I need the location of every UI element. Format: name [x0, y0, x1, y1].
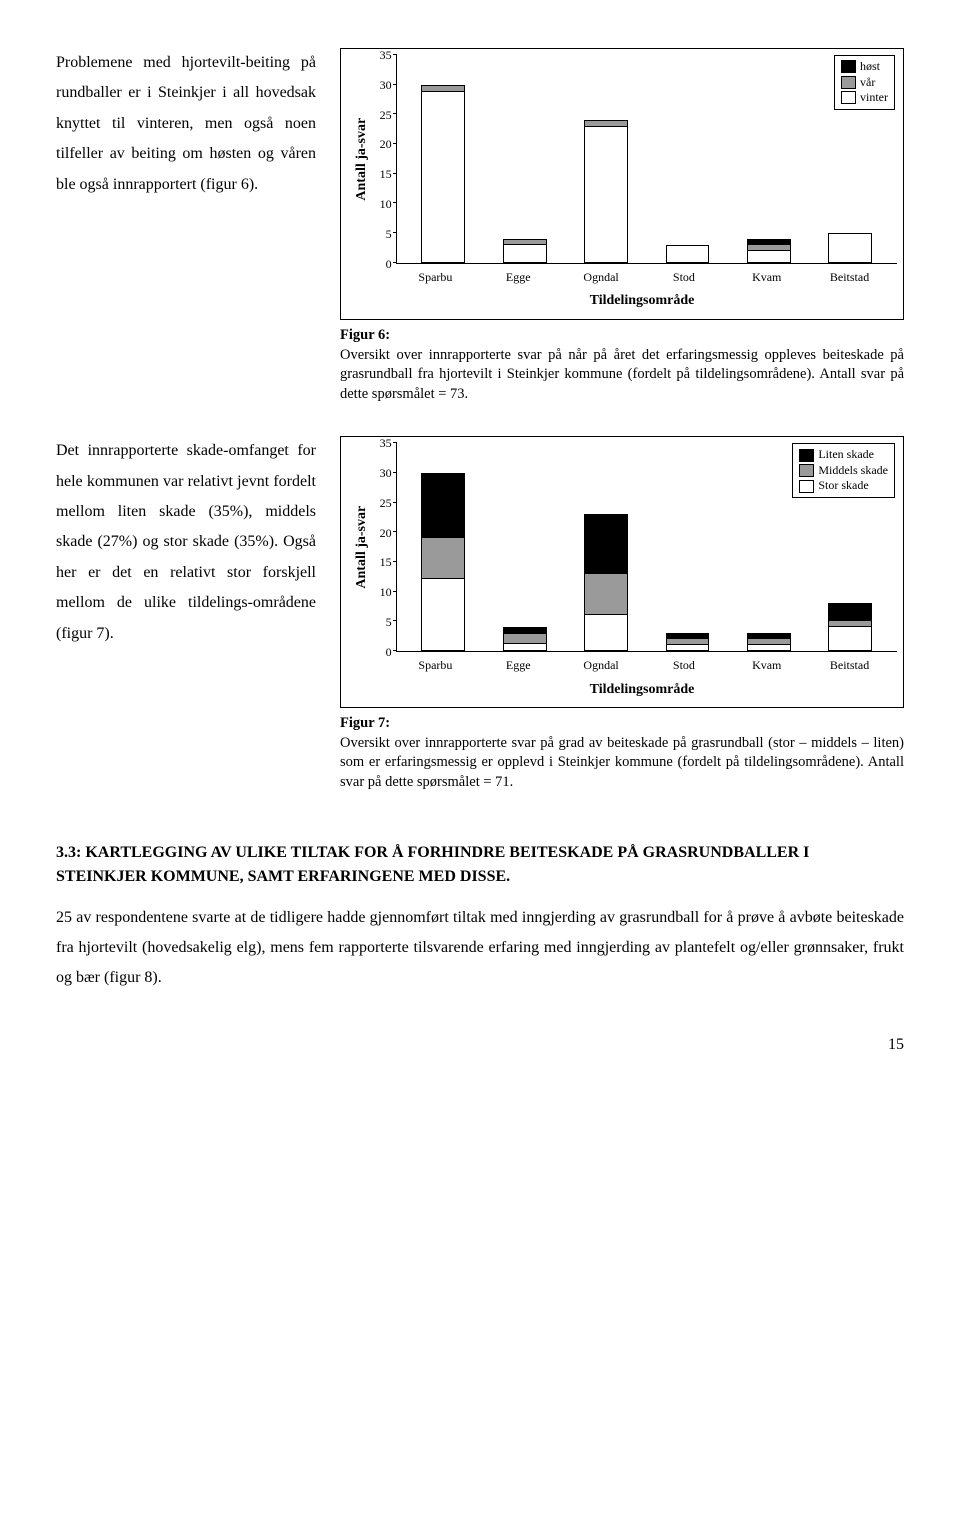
bar-segment — [585, 515, 627, 573]
paragraph-2: Det innrapporterte skade-omfanget for he… — [56, 436, 316, 792]
legend-item: Stor skade — [799, 478, 888, 494]
x-tick-label: Kvam — [725, 654, 808, 677]
legend-swatch — [799, 480, 814, 493]
bar — [503, 239, 547, 263]
bar-segment — [585, 615, 627, 650]
legend-swatch — [841, 76, 856, 89]
x-tick-label: Beitstad — [808, 266, 891, 289]
figure-6-row: Problemene med hjortevilt-beiting på run… — [56, 48, 904, 404]
bar — [503, 627, 547, 651]
bar — [828, 603, 872, 650]
x-axis-labels: SparbuEggeOgndalStodKvamBeitstad — [388, 264, 897, 289]
bar-segment — [748, 251, 790, 262]
paragraph-3: 25 av respondentene svarte at de tidlige… — [56, 903, 904, 994]
figure-7-row: Det innrapporterte skade-omfanget for he… — [56, 436, 904, 792]
bar — [584, 514, 628, 650]
legend-label: vinter — [860, 90, 888, 106]
bar-slot — [565, 55, 646, 263]
bar-segment — [422, 538, 464, 579]
bar-segment — [504, 644, 546, 649]
legend-label: Stor skade — [818, 478, 868, 494]
figure-7-container: Liten skadeMiddels skadeStor skade Antall… — [340, 436, 904, 792]
legend-item: vår — [841, 75, 888, 91]
page-number: 15 — [56, 1030, 904, 1060]
x-tick-label: Sparbu — [394, 654, 477, 677]
legend-label: Liten skade — [818, 447, 874, 463]
bar — [747, 633, 791, 651]
x-tick-label: Stod — [642, 266, 725, 289]
x-tick-label: Egge — [477, 654, 560, 677]
figure-7-caption-lead: Figur 7: — [340, 715, 390, 731]
chart-legend: høstvårvinter — [834, 55, 895, 110]
bar — [584, 120, 628, 262]
bar-segment — [422, 579, 464, 649]
figure-6-caption-text: Oversikt over innrapporterte svar på når… — [340, 347, 904, 402]
bar-segment — [422, 92, 464, 262]
bar-segment — [504, 245, 546, 261]
bar — [747, 239, 791, 263]
figure-6-chart: høstvårvinterAntall ja-svar0510152025303… — [340, 48, 904, 320]
plot-area: Antall ja-svar05101520253035 — [347, 55, 897, 264]
bar-segment — [667, 645, 709, 650]
x-axis-title: Tildelingsområde — [387, 677, 897, 704]
bar-segment — [829, 604, 871, 621]
bar-slot — [728, 55, 809, 263]
paragraph-1: Problemene med hjortevilt-beiting på run… — [56, 48, 316, 404]
y-axis-label: Antall ja-svar — [347, 443, 378, 652]
legend-swatch — [799, 464, 814, 477]
bar — [421, 85, 465, 263]
bar — [666, 633, 710, 651]
bar-segment — [748, 645, 790, 650]
x-tick-label: Beitstad — [808, 654, 891, 677]
legend-swatch — [841, 91, 856, 104]
bar-segment — [829, 234, 871, 262]
bar-slot — [484, 55, 565, 263]
figure-7-caption-text: Oversikt over innrapporterte svar på gra… — [340, 735, 904, 790]
bar-segment — [422, 474, 464, 539]
y-axis-label: Antall ja-svar — [347, 55, 378, 264]
legend-label: høst — [860, 59, 880, 75]
x-axis-title: Tildelingsområde — [387, 288, 897, 315]
bar-slot — [403, 55, 484, 263]
legend-swatch — [841, 60, 856, 73]
legend-item: høst — [841, 59, 888, 75]
bar-slot — [565, 443, 646, 651]
figure-7-chart: Liten skadeMiddels skadeStor skade Antall… — [340, 436, 904, 708]
figure-7-caption: Figur 7: Oversikt over innrapporterte sv… — [340, 714, 904, 792]
chart-legend: Liten skadeMiddels skadeStor skade — [792, 443, 895, 498]
x-axis-labels: SparbuEggeOgndalStodKvamBeitstad — [388, 652, 897, 677]
bar-slot — [647, 55, 728, 263]
legend-item: vinter — [841, 90, 888, 106]
legend-item: Liten skade — [799, 447, 888, 463]
legend-label: Middels skade — [818, 463, 888, 479]
x-tick-label: Ogndal — [560, 654, 643, 677]
section-heading-3-3: 3.3: KARTLEGGING AV ULIKE TILTAK FOR Å F… — [56, 841, 904, 889]
x-tick-label: Stod — [642, 654, 725, 677]
legend-item: Middels skade — [799, 463, 888, 479]
bar-slot — [403, 443, 484, 651]
bar-segment — [504, 634, 546, 645]
legend-swatch — [799, 449, 814, 462]
figure-6-caption-lead: Figur 6: — [340, 327, 390, 343]
bar — [666, 245, 710, 263]
figure-6-container: høstvårvinterAntall ja-svar0510152025303… — [340, 48, 904, 404]
x-tick-label: Egge — [477, 266, 560, 289]
bar-segment — [667, 246, 709, 262]
bar-slot — [647, 443, 728, 651]
bar-segment — [829, 627, 871, 650]
legend-label: vår — [860, 75, 875, 91]
bar — [828, 233, 872, 263]
bar-segment — [585, 127, 627, 262]
bar-slot — [484, 443, 565, 651]
x-tick-label: Kvam — [725, 266, 808, 289]
figure-6-caption: Figur 6: Oversikt over innrapporterte sv… — [340, 326, 904, 404]
x-tick-label: Sparbu — [394, 266, 477, 289]
bars-region — [396, 55, 897, 264]
x-tick-label: Ogndal — [560, 266, 643, 289]
bar-segment — [585, 574, 627, 615]
bar — [421, 473, 465, 651]
